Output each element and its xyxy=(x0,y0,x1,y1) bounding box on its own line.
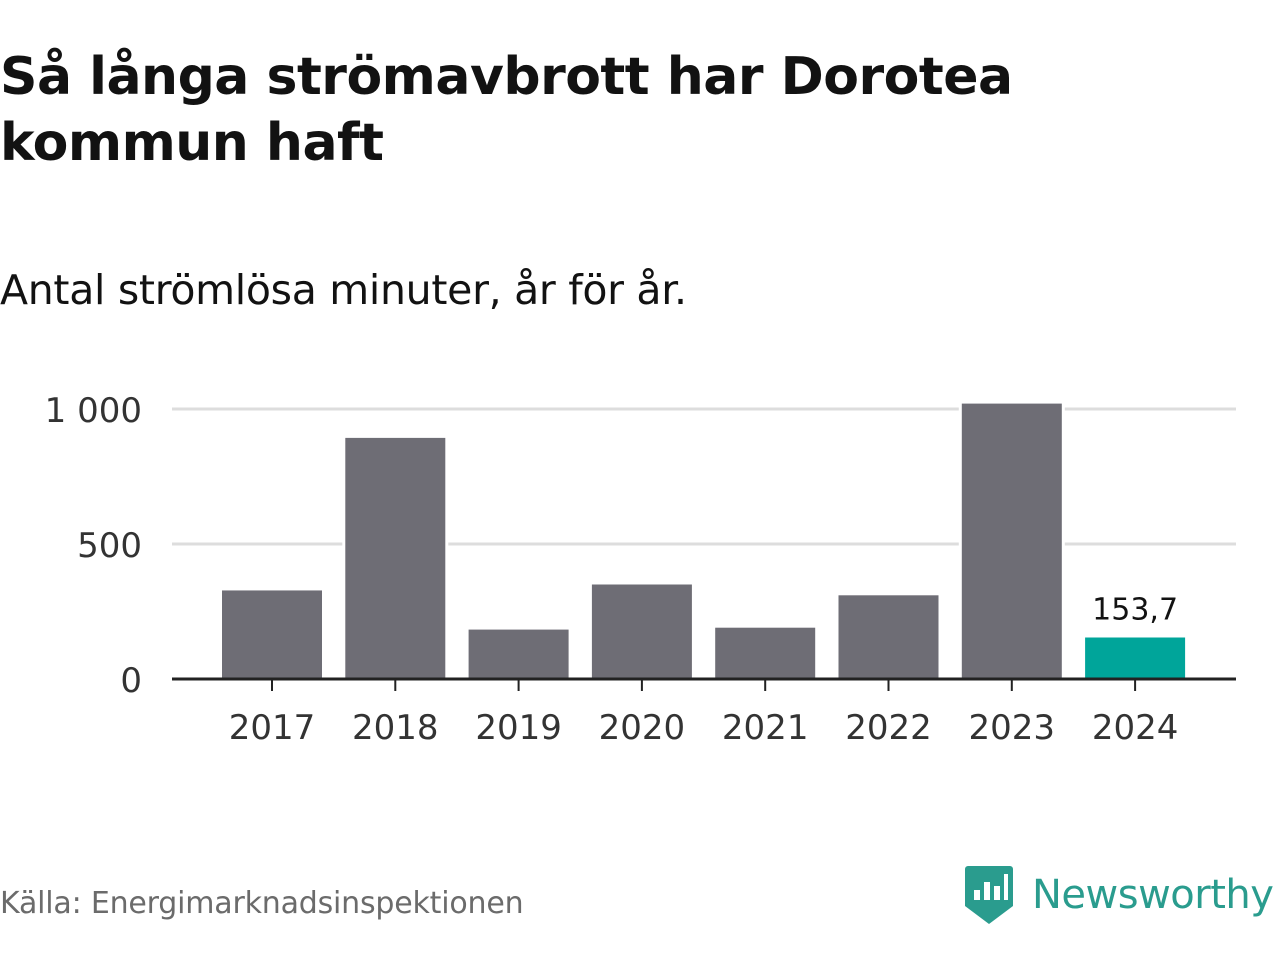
bar-2021 xyxy=(712,624,819,683)
bar-2019 xyxy=(465,626,572,683)
x-tick-label: 2018 xyxy=(352,708,439,748)
x-tick-label: 2021 xyxy=(722,708,809,748)
newsworthy-logo-text: Newsworthy xyxy=(1032,872,1274,918)
x-tick-label: 2019 xyxy=(475,708,562,748)
chart-subtitle: Antal strömlösa minuter, år för år. xyxy=(0,266,687,314)
newsworthy-logo: Newsworthy xyxy=(964,864,1274,926)
bar-2018 xyxy=(342,434,449,683)
source-note: Källa: Energimarknadsinspektionen xyxy=(0,886,524,921)
newsworthy-bar-chart-icon xyxy=(965,866,1013,924)
data-label: 153,7 xyxy=(1092,593,1178,628)
bar-2017 xyxy=(219,587,325,682)
bar-chart: 0 500 1 000 2017 2018 2019 2020 2021 2022 2023 202… xyxy=(45,391,1236,748)
bar-2020 xyxy=(588,581,695,682)
y-tick-label: 1 000 xyxy=(45,391,142,431)
x-tick-label: 2017 xyxy=(229,708,316,748)
bar-2023 xyxy=(958,400,1065,682)
chart-title: Så långa strömavbrott har Dorotea kommun… xyxy=(0,47,1013,173)
y-tick-label: 500 xyxy=(77,526,142,566)
y-tick-label: 0 xyxy=(120,661,142,701)
x-tick-label: 2022 xyxy=(845,708,932,748)
bar-2022 xyxy=(835,592,942,682)
x-tick-label: 2023 xyxy=(969,708,1056,748)
bar-2024 xyxy=(1082,634,1189,682)
x-tick-label: 2020 xyxy=(599,708,686,748)
x-tick-label: 2024 xyxy=(1092,708,1179,748)
